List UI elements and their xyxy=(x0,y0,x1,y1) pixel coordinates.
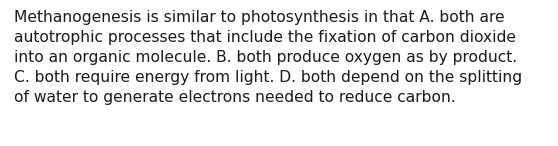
Text: Methanogenesis is similar to photosynthesis in that A. both are
autotrophic proc: Methanogenesis is similar to photosynthe… xyxy=(14,10,522,105)
